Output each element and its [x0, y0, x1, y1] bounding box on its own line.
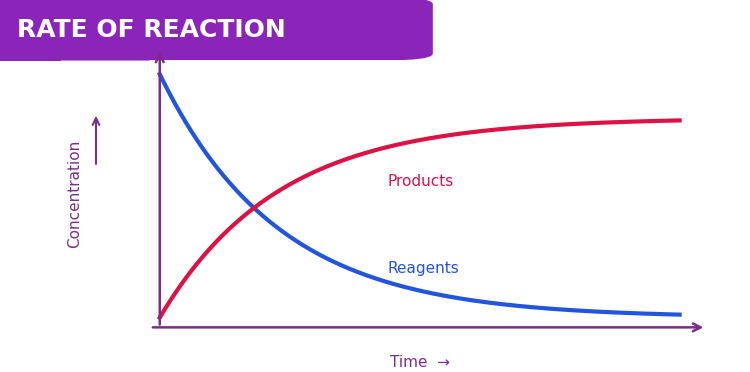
Text: Time  →: Time → — [390, 355, 450, 370]
Text: RATE OF REACTION: RATE OF REACTION — [17, 18, 286, 42]
Text: Reagents: Reagents — [387, 262, 459, 276]
Bar — [0, 0, 61, 61]
Text: Concentration: Concentration — [67, 140, 82, 247]
Text: Products: Products — [387, 174, 454, 189]
FancyBboxPatch shape — [0, 0, 433, 61]
